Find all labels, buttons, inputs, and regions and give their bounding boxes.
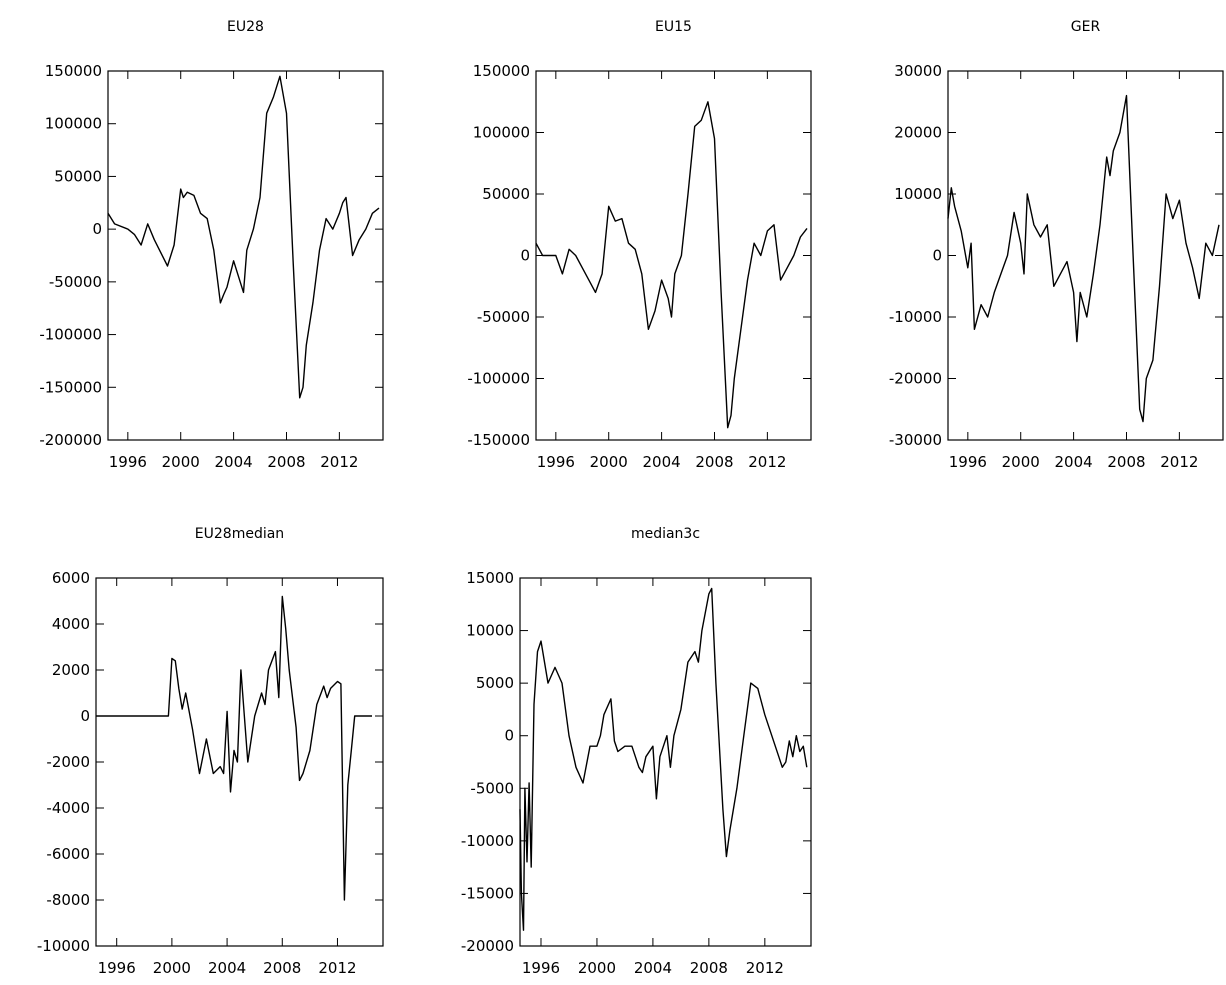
y-tick-label: 2000 [52, 661, 90, 679]
plot-frame [947, 70, 1224, 441]
y-tick-label: 6000 [52, 569, 90, 587]
y-tick-label: 50000 [482, 185, 530, 203]
y-tick-label: 15000 [466, 569, 514, 587]
x-tick-label: 2012 [1160, 453, 1198, 471]
plot-frame [519, 577, 812, 947]
y-tick-label: -150000 [467, 431, 530, 449]
y-tick-label: -6000 [46, 845, 90, 863]
chart-title: median3c [631, 526, 700, 542]
y-tick-label: -50000 [49, 273, 102, 291]
y-tick-label: -10000 [889, 308, 942, 326]
y-tick-label: -5000 [470, 779, 514, 797]
y-tick-label: 5000 [476, 674, 514, 692]
y-tick-label: 100000 [473, 124, 530, 142]
chart-panel-2: GER 30000 20000 10000 0 -10000 -20000 -30000 199… [889, 19, 1224, 471]
y-tick-label: 0 [932, 247, 942, 265]
x-tick-label: 2004 [208, 959, 246, 977]
chart-panel-1: EU15 150000 100000 50000 0 -50000 -100000 -1500… [467, 19, 812, 471]
x-tick-label: 1996 [537, 453, 575, 471]
y-tick-label: -2000 [46, 753, 90, 771]
x-tick-label: 2000 [153, 959, 191, 977]
y-tick-label: 4000 [52, 615, 90, 633]
x-tick-label: 2000 [162, 453, 200, 471]
x-tick-label: 2004 [1055, 453, 1093, 471]
series-line [535, 101, 808, 429]
series-line [519, 587, 808, 931]
series-line [96, 595, 372, 901]
series-line [947, 94, 1220, 423]
y-tick-label: -100000 [39, 326, 102, 344]
x-tick-label: 2012 [748, 453, 786, 471]
x-tick-label: 2008 [1107, 453, 1145, 471]
x-tick-label: 1996 [98, 959, 136, 977]
x-tick-label: 2012 [320, 453, 358, 471]
y-tick-label: -15000 [461, 884, 514, 902]
y-tick-label: 50000 [54, 167, 102, 185]
x-tick-label: 2012 [318, 959, 356, 977]
y-tick-label: 0 [504, 727, 514, 745]
y-tick-label: -10000 [461, 832, 514, 850]
y-tick-label: 0 [520, 247, 530, 265]
y-tick-label: -50000 [477, 308, 530, 326]
chart-panel-0: EU28 150000 100000 50000 0 -50000 -100000 -1500… [39, 19, 384, 471]
series-line [107, 75, 380, 399]
chart-title: EU28median [195, 526, 284, 542]
y-tick-label: -100000 [467, 370, 530, 388]
y-tick-label: -150000 [39, 378, 102, 396]
chart-panel-3: EU28median 6000 4000 2000 0 -2000 -4000 -6000 -8… [37, 526, 384, 977]
y-tick-label: -20000 [461, 937, 514, 955]
x-tick-label: 1996 [109, 453, 147, 471]
y-tick-label: -20000 [889, 370, 942, 388]
x-tick-label: 1996 [522, 959, 560, 977]
chart-panel-4: median3c 15000 10000 5000 0 -5000 -10000 -15000… [461, 526, 812, 977]
chart-title: EU15 [655, 19, 692, 35]
y-tick-label: 20000 [894, 124, 942, 142]
y-tick-label: -4000 [46, 799, 90, 817]
x-tick-label: 2008 [690, 959, 728, 977]
y-tick-label: 30000 [894, 62, 942, 80]
x-tick-label: 2004 [215, 453, 253, 471]
y-tick-label: 0 [92, 220, 102, 238]
y-tick-label: 0 [80, 707, 90, 725]
chart-title: GER [1071, 19, 1101, 35]
plot-frame [95, 577, 384, 947]
plot-frame [107, 70, 384, 441]
x-tick-label: 2004 [643, 453, 681, 471]
x-tick-label: 2000 [578, 959, 616, 977]
y-tick-label: -8000 [46, 891, 90, 909]
plot-frame [535, 70, 812, 441]
y-tick-label: -30000 [889, 431, 942, 449]
chart-title: EU28 [227, 19, 264, 35]
x-tick-label: 2000 [1002, 453, 1040, 471]
y-tick-label: 10000 [466, 622, 514, 640]
y-tick-label: -10000 [37, 937, 90, 955]
y-tick-label: 150000 [45, 62, 102, 80]
x-tick-label: 1996 [949, 453, 987, 471]
y-tick-label: 150000 [473, 62, 530, 80]
x-tick-label: 2008 [263, 959, 301, 977]
x-tick-label: 2012 [746, 959, 784, 977]
y-tick-label: 100000 [45, 115, 102, 133]
x-tick-label: 2000 [590, 453, 628, 471]
y-tick-label: 10000 [894, 185, 942, 203]
x-tick-label: 2008 [695, 453, 733, 471]
x-tick-label: 2008 [267, 453, 305, 471]
x-tick-label: 2004 [634, 959, 672, 977]
y-tick-label: -200000 [39, 431, 102, 449]
